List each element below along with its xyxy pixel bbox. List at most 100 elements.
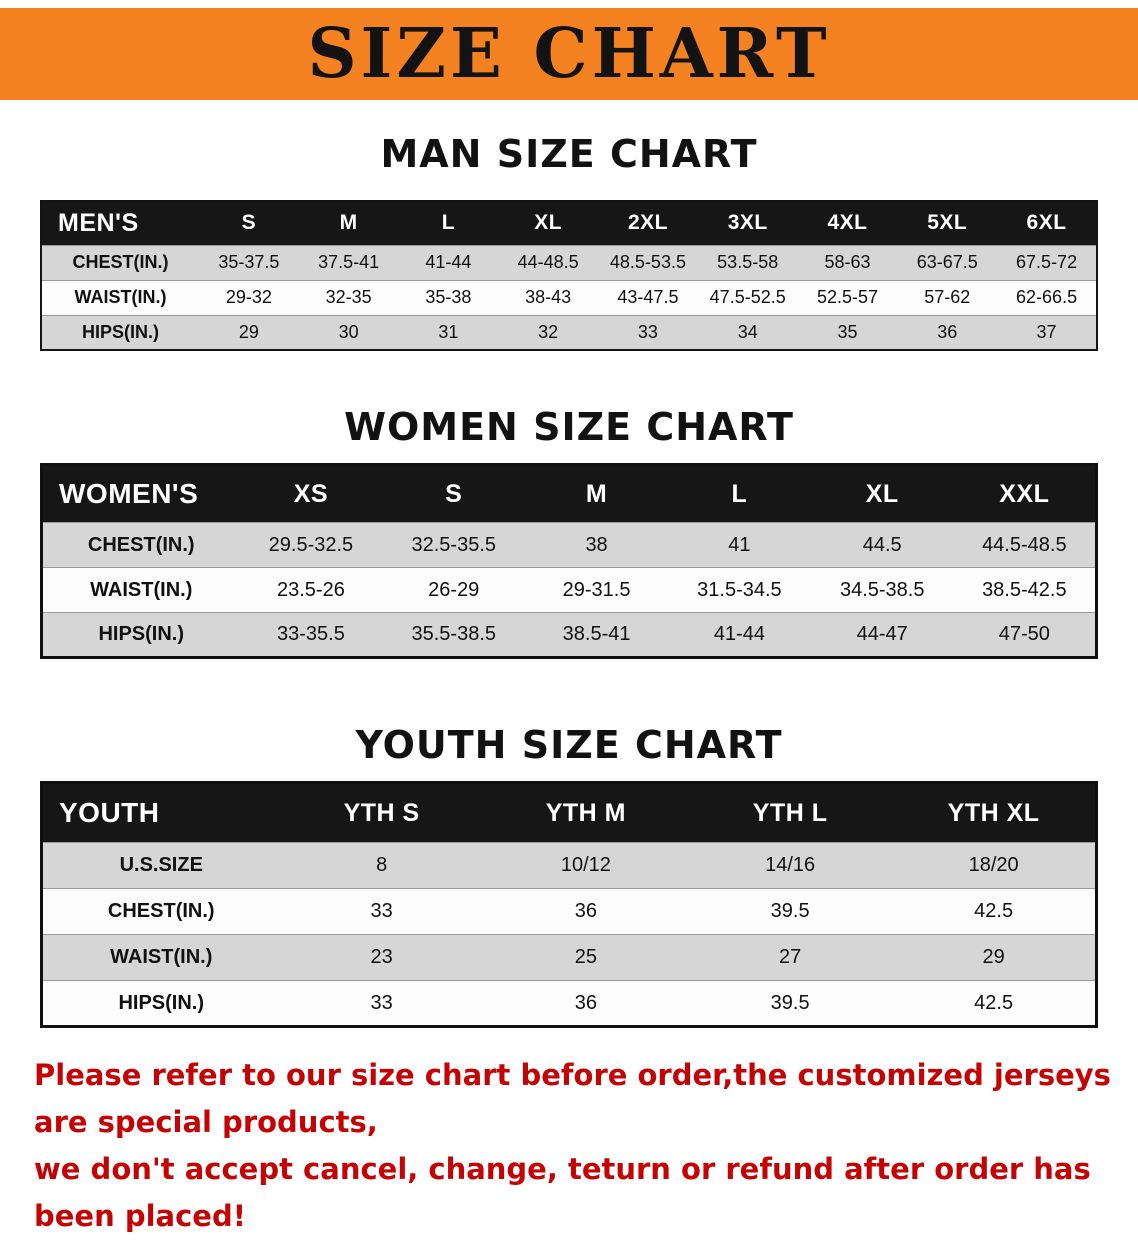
size-cell: 48.5-53.5 [598, 244, 698, 280]
row-label: HIPS(IN.) [41, 612, 240, 658]
mens-col-header: L [398, 201, 499, 245]
size-cell: 33 [279, 888, 484, 935]
youth-col-header: YTH M [483, 782, 688, 843]
size-cell: 29-31.5 [525, 567, 668, 613]
size-cell: 26-29 [382, 567, 526, 613]
size-cell: 18/20 [892, 842, 1097, 889]
youth-section-heading: YOUTH SIZE CHART [355, 723, 783, 767]
womens-size-table: WOMEN'S XS S M L XL XXL CHEST(IN.) 29.5-… [40, 463, 1098, 659]
disclaimer-text: Please refer to our size chart before or… [0, 1052, 1138, 1240]
size-cell: 44-47 [810, 612, 954, 658]
row-label: WAIST(IN.) [41, 279, 199, 315]
size-cell: 42.5 [892, 980, 1097, 1027]
size-cell: 34.5-38.5 [810, 567, 954, 613]
womens-hips-row: HIPS(IN.) 33-35.5 35.5-38.5 38.5-41 41-4… [41, 612, 1097, 658]
size-cell: 29 [199, 314, 299, 350]
womens-corner-label: WOMEN'S [41, 464, 240, 523]
disclaimer-line-2: we don't accept cancel, change, teturn o… [34, 1151, 1091, 1233]
size-cell: 32 [498, 314, 599, 350]
size-cell: 35 [797, 314, 898, 350]
mens-col-header: 5XL [897, 201, 998, 245]
womens-header-row: WOMEN'S XS S M L XL XXL [41, 464, 1097, 523]
size-cell: 44-48.5 [498, 244, 599, 280]
size-cell: 34 [697, 314, 798, 350]
youth-corner-label: YOUTH [41, 782, 280, 843]
size-cell: 29 [892, 934, 1097, 981]
size-cell: 36 [897, 314, 998, 350]
womens-col-header: XXL [953, 464, 1097, 523]
size-cell: 38.5-42.5 [953, 567, 1097, 613]
youth-size-table: YOUTH YTH S YTH M YTH L YTH XL U.S.SIZE … [40, 781, 1098, 1028]
size-cell: 44.5-48.5 [953, 522, 1097, 568]
size-cell: 62-66.5 [997, 279, 1097, 315]
size-cell: 10/12 [483, 842, 688, 889]
size-cell: 38-43 [498, 279, 599, 315]
mens-col-header: 2XL [598, 201, 698, 245]
youth-col-header: YTH XL [892, 782, 1097, 843]
size-cell: 33-35.5 [239, 612, 383, 658]
row-label: CHEST(IN.) [41, 244, 199, 280]
size-cell: 29.5-32.5 [239, 522, 383, 568]
row-label: HIPS(IN.) [41, 980, 280, 1027]
size-cell: 37.5-41 [298, 244, 399, 280]
size-cell: 42.5 [892, 888, 1097, 935]
size-cell: 67.5-72 [997, 244, 1097, 280]
size-cell: 37 [997, 314, 1097, 350]
row-label: HIPS(IN.) [41, 314, 199, 350]
mens-col-header: 6XL [997, 201, 1097, 245]
mens-col-header: XL [498, 201, 599, 245]
size-cell: 31 [398, 314, 499, 350]
row-label: WAIST(IN.) [41, 934, 280, 981]
youth-header-row: YOUTH YTH S YTH M YTH L YTH XL [41, 782, 1097, 843]
size-cell: 25 [483, 934, 688, 981]
page-title: SIZE CHART [307, 14, 831, 94]
row-label: U.S.SIZE [41, 842, 280, 889]
size-cell: 38 [525, 522, 668, 568]
mens-col-header: 4XL [797, 201, 898, 245]
disclaimer-line-1: Please refer to our size chart before or… [34, 1058, 1111, 1139]
mens-corner-label: MEN'S [41, 201, 199, 245]
youth-col-header: YTH S [279, 782, 484, 843]
size-cell: 58-63 [797, 244, 898, 280]
size-cell: 41 [667, 522, 811, 568]
size-cell: 31.5-34.5 [667, 567, 811, 613]
size-cell: 41-44 [667, 612, 811, 658]
size-cell: 35.5-38.5 [382, 612, 526, 658]
size-cell: 32-35 [298, 279, 399, 315]
mens-hips-row: HIPS(IN.) 29 30 31 32 33 34 35 36 37 [41, 314, 1097, 350]
youth-col-header: YTH L [688, 782, 893, 843]
size-chart-banner: SIZE CHART [0, 8, 1138, 100]
womens-col-header: M [525, 464, 668, 523]
row-label: CHEST(IN.) [41, 888, 280, 935]
size-cell: 35-38 [398, 279, 499, 315]
size-cell: 23.5-26 [239, 567, 383, 613]
size-cell: 53.5-58 [697, 244, 798, 280]
size-cell: 36 [483, 980, 688, 1027]
womens-col-header: S [382, 464, 526, 523]
size-cell: 23 [279, 934, 484, 981]
row-label: CHEST(IN.) [41, 522, 240, 568]
mens-col-header: 3XL [697, 201, 798, 245]
size-cell: 14/16 [688, 842, 893, 889]
size-cell: 29-32 [199, 279, 299, 315]
mens-waist-row: WAIST(IN.) 29-32 32-35 35-38 38-43 43-47… [41, 279, 1097, 315]
mens-col-header: S [199, 201, 299, 245]
size-cell: 39.5 [688, 888, 893, 935]
size-cell: 30 [298, 314, 399, 350]
womens-col-header: XS [239, 464, 383, 523]
youth-hips-row: HIPS(IN.) 33 36 39.5 42.5 [41, 980, 1097, 1027]
size-cell: 36 [483, 888, 688, 935]
size-cell: 39.5 [688, 980, 893, 1027]
size-cell: 33 [279, 980, 484, 1027]
size-cell: 44.5 [810, 522, 954, 568]
size-cell: 35-37.5 [199, 244, 299, 280]
size-cell: 41-44 [398, 244, 499, 280]
mens-header-row: MEN'S S M L XL 2XL 3XL 4XL 5XL 6XL [41, 201, 1097, 245]
mens-chest-row: CHEST(IN.) 35-37.5 37.5-41 41-44 44-48.5… [41, 244, 1097, 280]
size-cell: 52.5-57 [797, 279, 898, 315]
womens-chest-row: CHEST(IN.) 29.5-32.5 32.5-35.5 38 41 44.… [41, 522, 1097, 568]
women-section-heading: WOMEN SIZE CHART [344, 405, 794, 449]
size-cell: 63-67.5 [897, 244, 998, 280]
size-cell: 33 [598, 314, 698, 350]
size-cell: 47-50 [953, 612, 1097, 658]
